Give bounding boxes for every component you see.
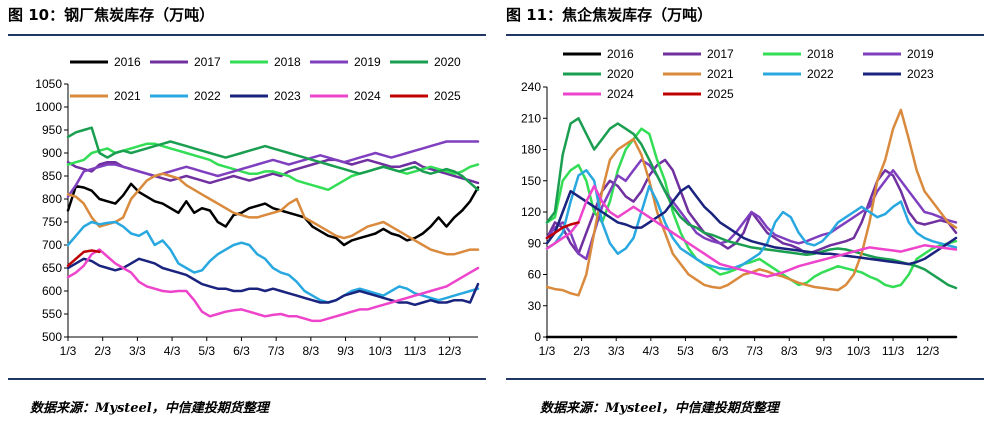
chart-steel-mill-coke-inventory: 500 550 600 650 700 750 800 850 900 950 1000 1050 1/… [35, 55, 480, 358]
x-tick-label: 11/3 [882, 344, 905, 358]
y-tick-label: 600 [42, 284, 62, 298]
legend-label-2020: 2020 [607, 67, 634, 81]
series-line-2019 [66, 140, 480, 198]
y-tick-label: 500 [42, 330, 62, 344]
legend-label-2017: 2017 [194, 55, 221, 69]
series-line-2023 [545, 184, 958, 266]
x-tick-label: 3/3 [129, 344, 146, 358]
legend-label-2018: 2018 [274, 55, 301, 69]
y-tick-label: 550 [42, 307, 62, 321]
legend-label-2022: 2022 [807, 67, 834, 81]
y-tick-label: 700 [42, 238, 62, 252]
x-tick-label: 1/3 [60, 344, 77, 358]
y-tick-label: 1000 [35, 100, 62, 114]
series-line-2022 [66, 220, 480, 304]
series-line-2021 [66, 172, 480, 256]
legend-label-2019: 2019 [354, 55, 381, 69]
x-tick-label: 7/3 [746, 344, 763, 358]
x-tick-label: 5/3 [677, 344, 694, 358]
series-line-2024 [66, 248, 480, 323]
y-tick-label: 150 [521, 174, 541, 188]
y-tick-label: 210 [521, 111, 541, 125]
y-tick-label: 850 [42, 169, 62, 183]
series-line-2022 [545, 169, 958, 271]
series-line-2020 [545, 117, 958, 290]
legend-label-2024: 2024 [354, 89, 381, 103]
series-line-2019 [545, 158, 958, 261]
figure-11-title: 图 11：焦企焦炭库存（万吨） [506, 6, 713, 24]
y-tick-label: 900 [42, 146, 62, 160]
y-tick-label: 650 [42, 261, 62, 275]
figure-11-source: 数据来源：Mysteel，中信建投期货整理 [540, 401, 779, 416]
y-tick-label: 0 [534, 330, 541, 344]
figure-10-top-rule [8, 34, 486, 36]
y-tick-label: 750 [42, 215, 62, 229]
x-tick-label: 4/3 [164, 344, 181, 358]
x-tick-label: 1/3 [539, 344, 556, 358]
figure-11-bottom-rule [506, 378, 984, 380]
figure-10-title: 图 10：钢厂焦炭库存（万吨） [8, 6, 215, 24]
chart-coking-plant-coke-inventory: 0 30 60 90 120 150 180 210 240 1/3 2/3 3/3 4/3 5/3 6/3… [521, 47, 958, 358]
legend-label-2025: 2025 [434, 89, 461, 103]
series-line-2018 [66, 142, 480, 192]
legend-label-2023: 2023 [274, 89, 301, 103]
y-tick-label: 180 [521, 143, 541, 157]
figure-10-bottom-rule [8, 378, 486, 380]
legend-label-2021: 2021 [707, 67, 734, 81]
x-tick-label: 10/3 [847, 344, 871, 358]
legend-label-2025: 2025 [707, 87, 734, 101]
figure-11-top-rule [506, 34, 984, 36]
y-tick-label: 30 [528, 299, 542, 313]
x-tick-label: 12/3 [438, 344, 462, 358]
x-tick-label: 3/3 [608, 344, 625, 358]
legend-label-2022: 2022 [194, 89, 221, 103]
y-tick-label: 950 [42, 123, 62, 137]
y-tick-label: 240 [521, 80, 541, 94]
x-tick-label: 2/3 [573, 344, 590, 358]
x-tick-label: 6/3 [712, 344, 729, 358]
x-tick-label: 5/3 [198, 344, 215, 358]
legend-label-2017: 2017 [707, 47, 734, 61]
series-line-2025 [66, 249, 101, 267]
legend-label-2024: 2024 [607, 87, 634, 101]
x-tick-label: 8/3 [303, 344, 320, 358]
y-tick-label: 1050 [35, 77, 62, 91]
x-tick-label: 12/3 [916, 344, 940, 358]
series-line-2020 [66, 126, 480, 192]
figure-10-source: 数据来源：Mysteel，中信建投期货整理 [30, 401, 269, 416]
legend-label-2018: 2018 [807, 47, 834, 61]
legend-label-2021: 2021 [114, 89, 141, 103]
x-tick-label: 9/3 [337, 344, 354, 358]
y-tick-label: 800 [42, 192, 62, 206]
x-tick-label: 10/3 [369, 344, 393, 358]
legend-label-2023: 2023 [907, 67, 934, 81]
x-tick-label: 2/3 [94, 344, 111, 358]
y-tick-label: 90 [528, 236, 542, 250]
x-tick-label: 9/3 [816, 344, 833, 358]
series-line-2024 [545, 184, 958, 278]
x-tick-label: 11/3 [404, 344, 427, 358]
legend-label-2016: 2016 [607, 47, 634, 61]
legend-label-2016: 2016 [114, 55, 141, 69]
x-tick-label: 8/3 [781, 344, 798, 358]
y-tick-label: 60 [528, 268, 542, 282]
series-line-2025 [545, 221, 580, 240]
x-tick-label: 7/3 [268, 344, 285, 358]
series-line-2023 [66, 257, 480, 307]
x-tick-label: 4/3 [642, 344, 659, 358]
legend-label-2020: 2020 [434, 55, 461, 69]
y-tick-label: 120 [521, 205, 541, 219]
legend-label-2019: 2019 [907, 47, 934, 61]
series-line-2016 [66, 182, 480, 247]
x-tick-label: 6/3 [233, 344, 250, 358]
